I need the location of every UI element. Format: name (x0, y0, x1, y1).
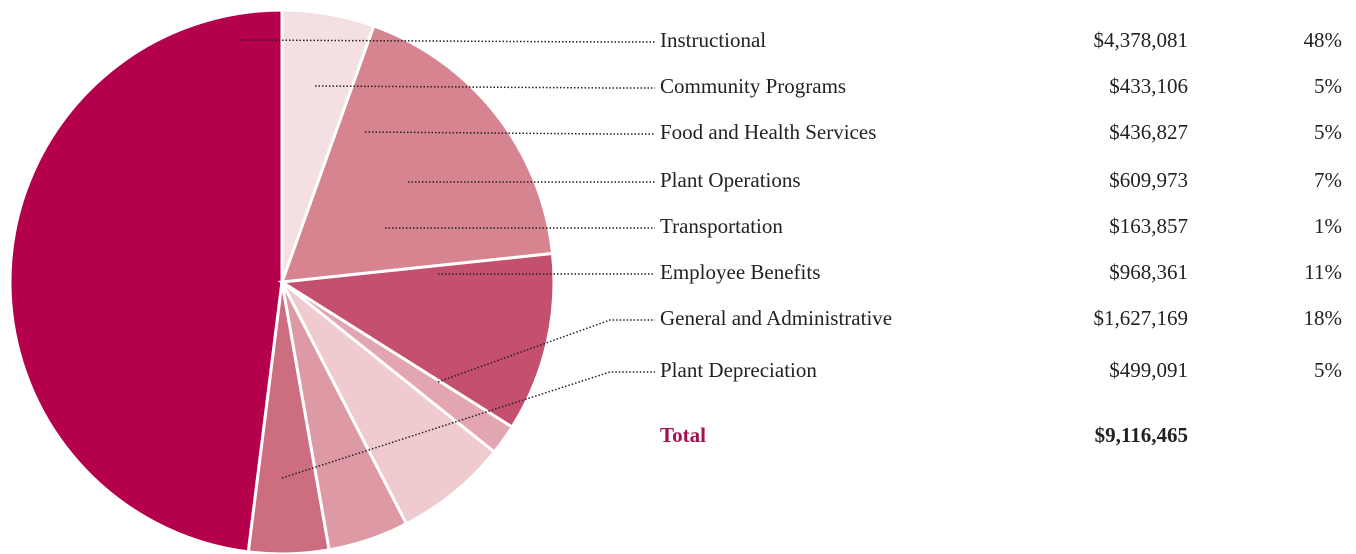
value-label: $968,361 (1109, 260, 1188, 284)
pie-slice (8, 8, 284, 554)
legend-label: Food and Health Services (660, 120, 876, 144)
value-label: $1,627,169 (1094, 306, 1189, 330)
legend-label: Instructional (660, 28, 766, 52)
legend-label: Employee Benefits (660, 260, 820, 284)
total-value: $9,116,465 (1095, 423, 1188, 447)
pie-slice (280, 8, 376, 283)
leader-line (364, 131, 655, 135)
percent-label: 5% (1314, 74, 1342, 98)
value-label: $433,106 (1109, 74, 1188, 98)
legend-label: Transportation (660, 214, 783, 238)
legend-label: Plant Depreciation (660, 358, 817, 382)
leader-line (239, 39, 655, 43)
pie-slice (279, 24, 555, 284)
percent-label: 48% (1304, 28, 1343, 52)
leader-line (437, 319, 655, 383)
value-label: $4,378,081 (1094, 28, 1189, 52)
total-label: Total (660, 423, 706, 447)
percent-label: 5% (1314, 358, 1342, 382)
percent-label: 18% (1304, 306, 1343, 330)
legend-label: Plant Operations (660, 168, 801, 192)
percent-label: 7% (1314, 168, 1342, 192)
legend-label: Community Programs (660, 74, 846, 98)
percent-label: 1% (1314, 214, 1342, 238)
value-label: $436,827 (1109, 120, 1188, 144)
value-label: $163,857 (1109, 214, 1188, 238)
value-label: $609,973 (1109, 168, 1188, 192)
pie-slice (277, 251, 556, 430)
leader-line (314, 85, 655, 89)
leader-line (281, 371, 655, 479)
legend-label: General and Administrative (660, 306, 892, 330)
value-label: $499,091 (1109, 358, 1188, 382)
percent-label: 11% (1304, 260, 1342, 284)
percent-label: 5% (1314, 120, 1342, 144)
pie-slice (280, 280, 497, 526)
